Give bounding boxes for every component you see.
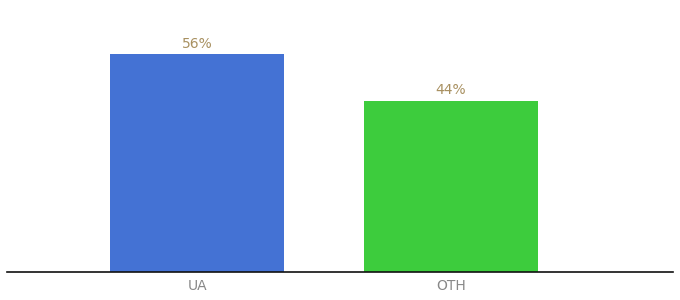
Bar <box>364 100 539 272</box>
Text: 56%: 56% <box>182 37 213 51</box>
Text: 44%: 44% <box>436 83 466 98</box>
Bar <box>110 54 284 272</box>
